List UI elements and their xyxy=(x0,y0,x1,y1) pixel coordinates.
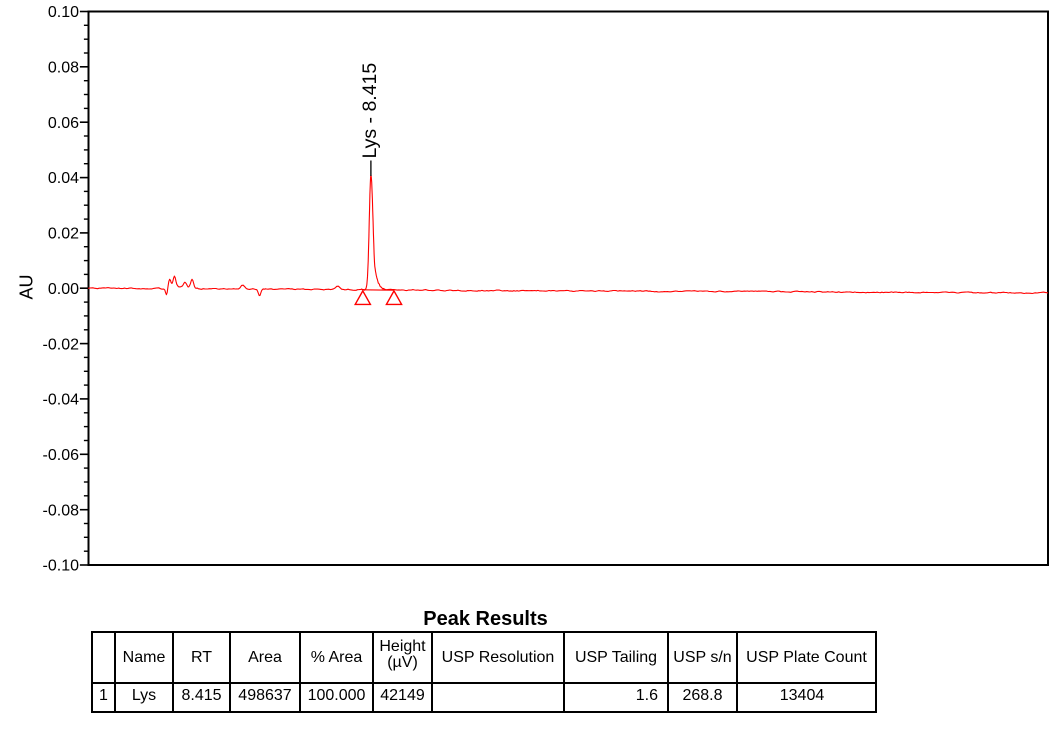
svg-text:-0.06: -0.06 xyxy=(43,447,80,464)
svg-text:0.06: 0.06 xyxy=(48,115,79,132)
svg-text:0.10: 0.10 xyxy=(48,4,79,21)
svg-text:Lys - 8.415: Lys - 8.415 xyxy=(359,63,381,159)
svg-text:-0.02: -0.02 xyxy=(43,336,80,353)
svg-text:0.00: 0.00 xyxy=(48,281,79,298)
svg-text:-0.08: -0.08 xyxy=(43,502,80,519)
svg-text:0.08: 0.08 xyxy=(48,60,79,77)
svg-text:0.04: 0.04 xyxy=(48,170,79,187)
svg-text:0.02: 0.02 xyxy=(48,226,79,243)
svg-text:-0.04: -0.04 xyxy=(43,392,80,409)
svg-text:-0.10: -0.10 xyxy=(43,558,80,575)
svg-text:AU: AU xyxy=(16,274,36,299)
